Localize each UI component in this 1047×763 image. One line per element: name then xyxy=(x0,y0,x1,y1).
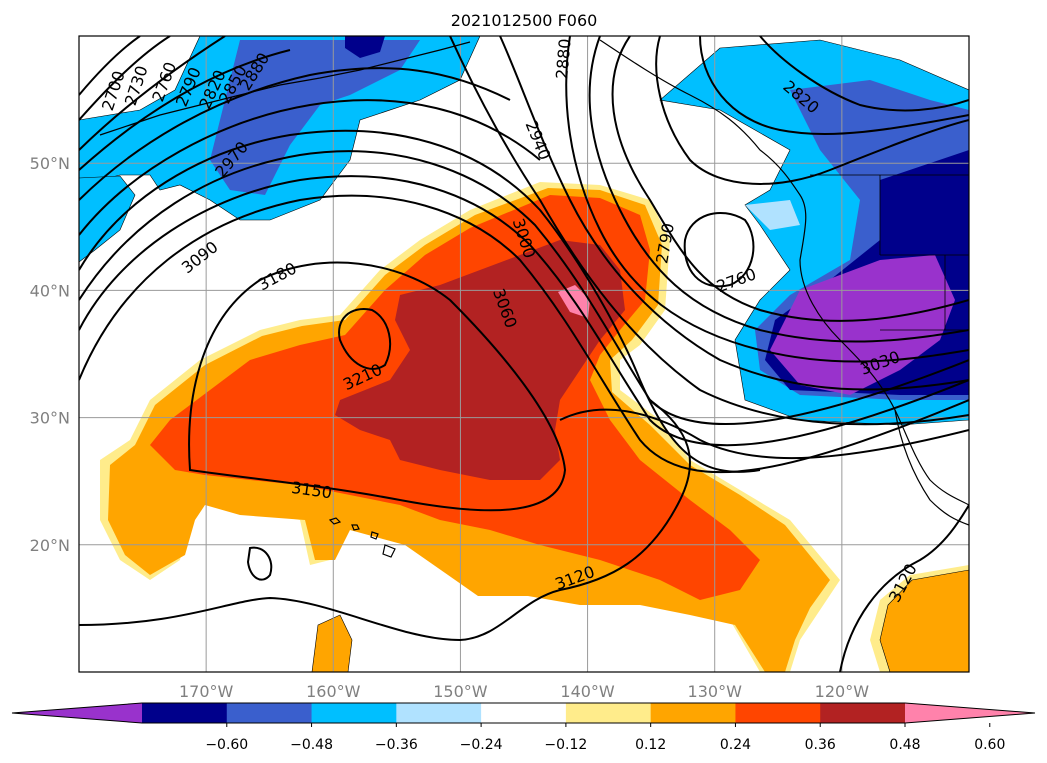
contour-line xyxy=(559,408,969,460)
longitude-tick-label: 130°W xyxy=(688,682,743,701)
contour-line xyxy=(683,211,755,288)
negative-anomaly-nw-deep xyxy=(345,36,385,58)
colorbar-segment xyxy=(735,703,821,723)
graticule xyxy=(79,36,969,672)
contour-line xyxy=(79,36,171,121)
contour-line xyxy=(499,36,969,391)
latitude-tick-label: 20°N xyxy=(30,536,70,555)
negative-anomaly-ne-weak xyxy=(745,200,800,230)
contour-line xyxy=(79,49,291,171)
colorbar-segment xyxy=(820,703,906,723)
colorbar-segment xyxy=(396,703,482,723)
colorbar-tick-label: −0.36 xyxy=(375,737,418,753)
coastlines xyxy=(99,39,969,558)
colorbar: −0.60 −0.48 −0.36 −0.24 −0.12 0.12 0.24 0.36 0.4… xyxy=(11,702,1036,753)
contour-line xyxy=(699,36,969,136)
state-borders xyxy=(810,174,969,331)
height-contours xyxy=(79,36,969,672)
contour-line xyxy=(449,36,969,426)
colorbar-tick-label: 0.36 xyxy=(805,737,836,753)
contour-line xyxy=(839,504,969,672)
colorbar-segment xyxy=(565,703,652,723)
colorbar-segment xyxy=(481,703,567,723)
colorbar-tick-label: −0.60 xyxy=(205,737,248,753)
contour-line xyxy=(246,546,273,581)
contour-line xyxy=(79,150,969,425)
colorbar-tick-label: 0.12 xyxy=(635,737,666,753)
latitude-tick-label: 40°N xyxy=(30,281,70,300)
colorbar-tick-label: 0.24 xyxy=(720,737,751,753)
negative-anomaly-nw-core xyxy=(210,40,420,195)
longitude-tick-label: 170°W xyxy=(179,682,234,701)
colorbar-extend-low xyxy=(12,703,142,723)
latitude-tick-label: 50°N xyxy=(30,154,70,173)
colorbar-segment xyxy=(311,703,397,723)
contour-line xyxy=(79,175,969,447)
positive-anomaly-dark-red xyxy=(335,240,625,480)
contour-line xyxy=(188,261,567,512)
map-frame xyxy=(78,35,970,673)
hawaiian-islands xyxy=(328,517,396,558)
positive-anomaly-se-core xyxy=(879,569,969,672)
north-american-coast xyxy=(599,39,969,506)
colorbar-segment xyxy=(226,703,313,723)
longitude-tick-label: 160°W xyxy=(306,682,361,701)
aleutian-islands xyxy=(99,41,471,136)
colorbar-tick-label: 0.60 xyxy=(974,737,1005,753)
colorbar-extend-high xyxy=(905,703,1035,723)
contour-line xyxy=(79,36,141,96)
negative-anomaly-west-edge xyxy=(79,175,136,263)
longitude-ticks: 170°W 160°W 150°W 140°W 130°W 120°W xyxy=(179,682,869,701)
colorbar-tick-label: 0.48 xyxy=(889,737,920,753)
contour-line xyxy=(565,36,969,363)
colorbar-segment xyxy=(142,703,228,723)
contour-line xyxy=(655,36,969,185)
longitude-tick-label: 120°W xyxy=(815,682,870,701)
plot-title: 2021012500 F060 xyxy=(451,11,598,30)
contour-line xyxy=(759,36,969,112)
longitude-tick-label: 150°W xyxy=(433,682,488,701)
latitude-tick-label: 30°N xyxy=(30,409,70,428)
baja-coast xyxy=(894,409,969,526)
latitude-ticks: 20°N 30°N 40°N 50°N xyxy=(30,154,70,555)
positive-anomaly-sw-spot xyxy=(311,614,353,672)
contour-line xyxy=(79,67,511,201)
longitude-tick-label: 140°W xyxy=(560,682,615,701)
contour-line xyxy=(611,36,969,322)
contour-line xyxy=(338,308,392,370)
contour-line xyxy=(588,36,969,343)
contour-label: 2880 xyxy=(552,38,574,80)
colorbar-outline xyxy=(11,702,1036,724)
contour-line xyxy=(79,194,969,474)
colorbar-tick-label: −0.48 xyxy=(290,737,333,753)
colorbar-tick-label: −0.12 xyxy=(544,737,587,753)
contour-line xyxy=(79,36,226,151)
contour-line xyxy=(79,99,541,236)
contour-line xyxy=(79,399,691,642)
map-area xyxy=(79,36,969,672)
colorbar-tick-label: −0.24 xyxy=(460,737,503,753)
colorbar-segment xyxy=(650,703,736,723)
